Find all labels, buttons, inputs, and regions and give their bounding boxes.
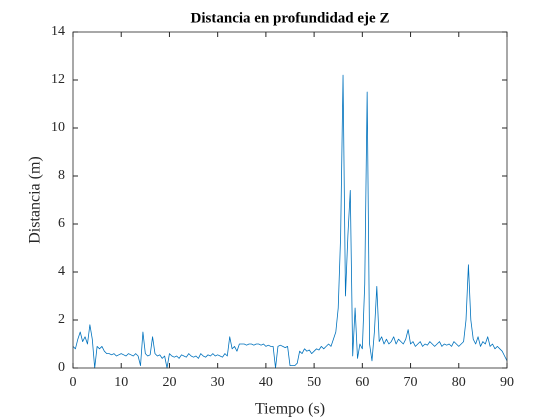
- y-tick-label: 4: [58, 264, 65, 279]
- y-tick-label: 14: [51, 24, 65, 39]
- x-tick-label: 40: [259, 375, 273, 390]
- axes-box: [72, 31, 508, 369]
- x-tick-label: 30: [211, 375, 225, 390]
- y-tick-label: 0: [58, 360, 65, 375]
- y-axis-label: Distancia (m): [27, 156, 44, 244]
- x-tick-label: 80: [452, 375, 466, 390]
- x-tick-label: 0: [70, 375, 77, 390]
- y-tick-label: 2: [58, 312, 65, 327]
- x-tick-label: 60: [355, 375, 369, 390]
- data-line: [72, 74, 508, 369]
- x-tick-label: 10: [114, 375, 128, 390]
- y-tick-label: 10: [51, 120, 65, 135]
- y-tick-label: 12: [51, 72, 65, 87]
- x-axis-label: Tiempo (s): [255, 401, 325, 418]
- y-tick-label: 8: [58, 168, 65, 183]
- x-tick-label: 20: [162, 375, 176, 390]
- y-tick-label: 6: [58, 216, 65, 231]
- x-tick-label: 90: [500, 375, 514, 390]
- x-tick-label: 70: [404, 375, 418, 390]
- chart-title: Distancia en profundidad eje Z: [191, 10, 390, 26]
- x-tick-label: 50: [307, 375, 321, 390]
